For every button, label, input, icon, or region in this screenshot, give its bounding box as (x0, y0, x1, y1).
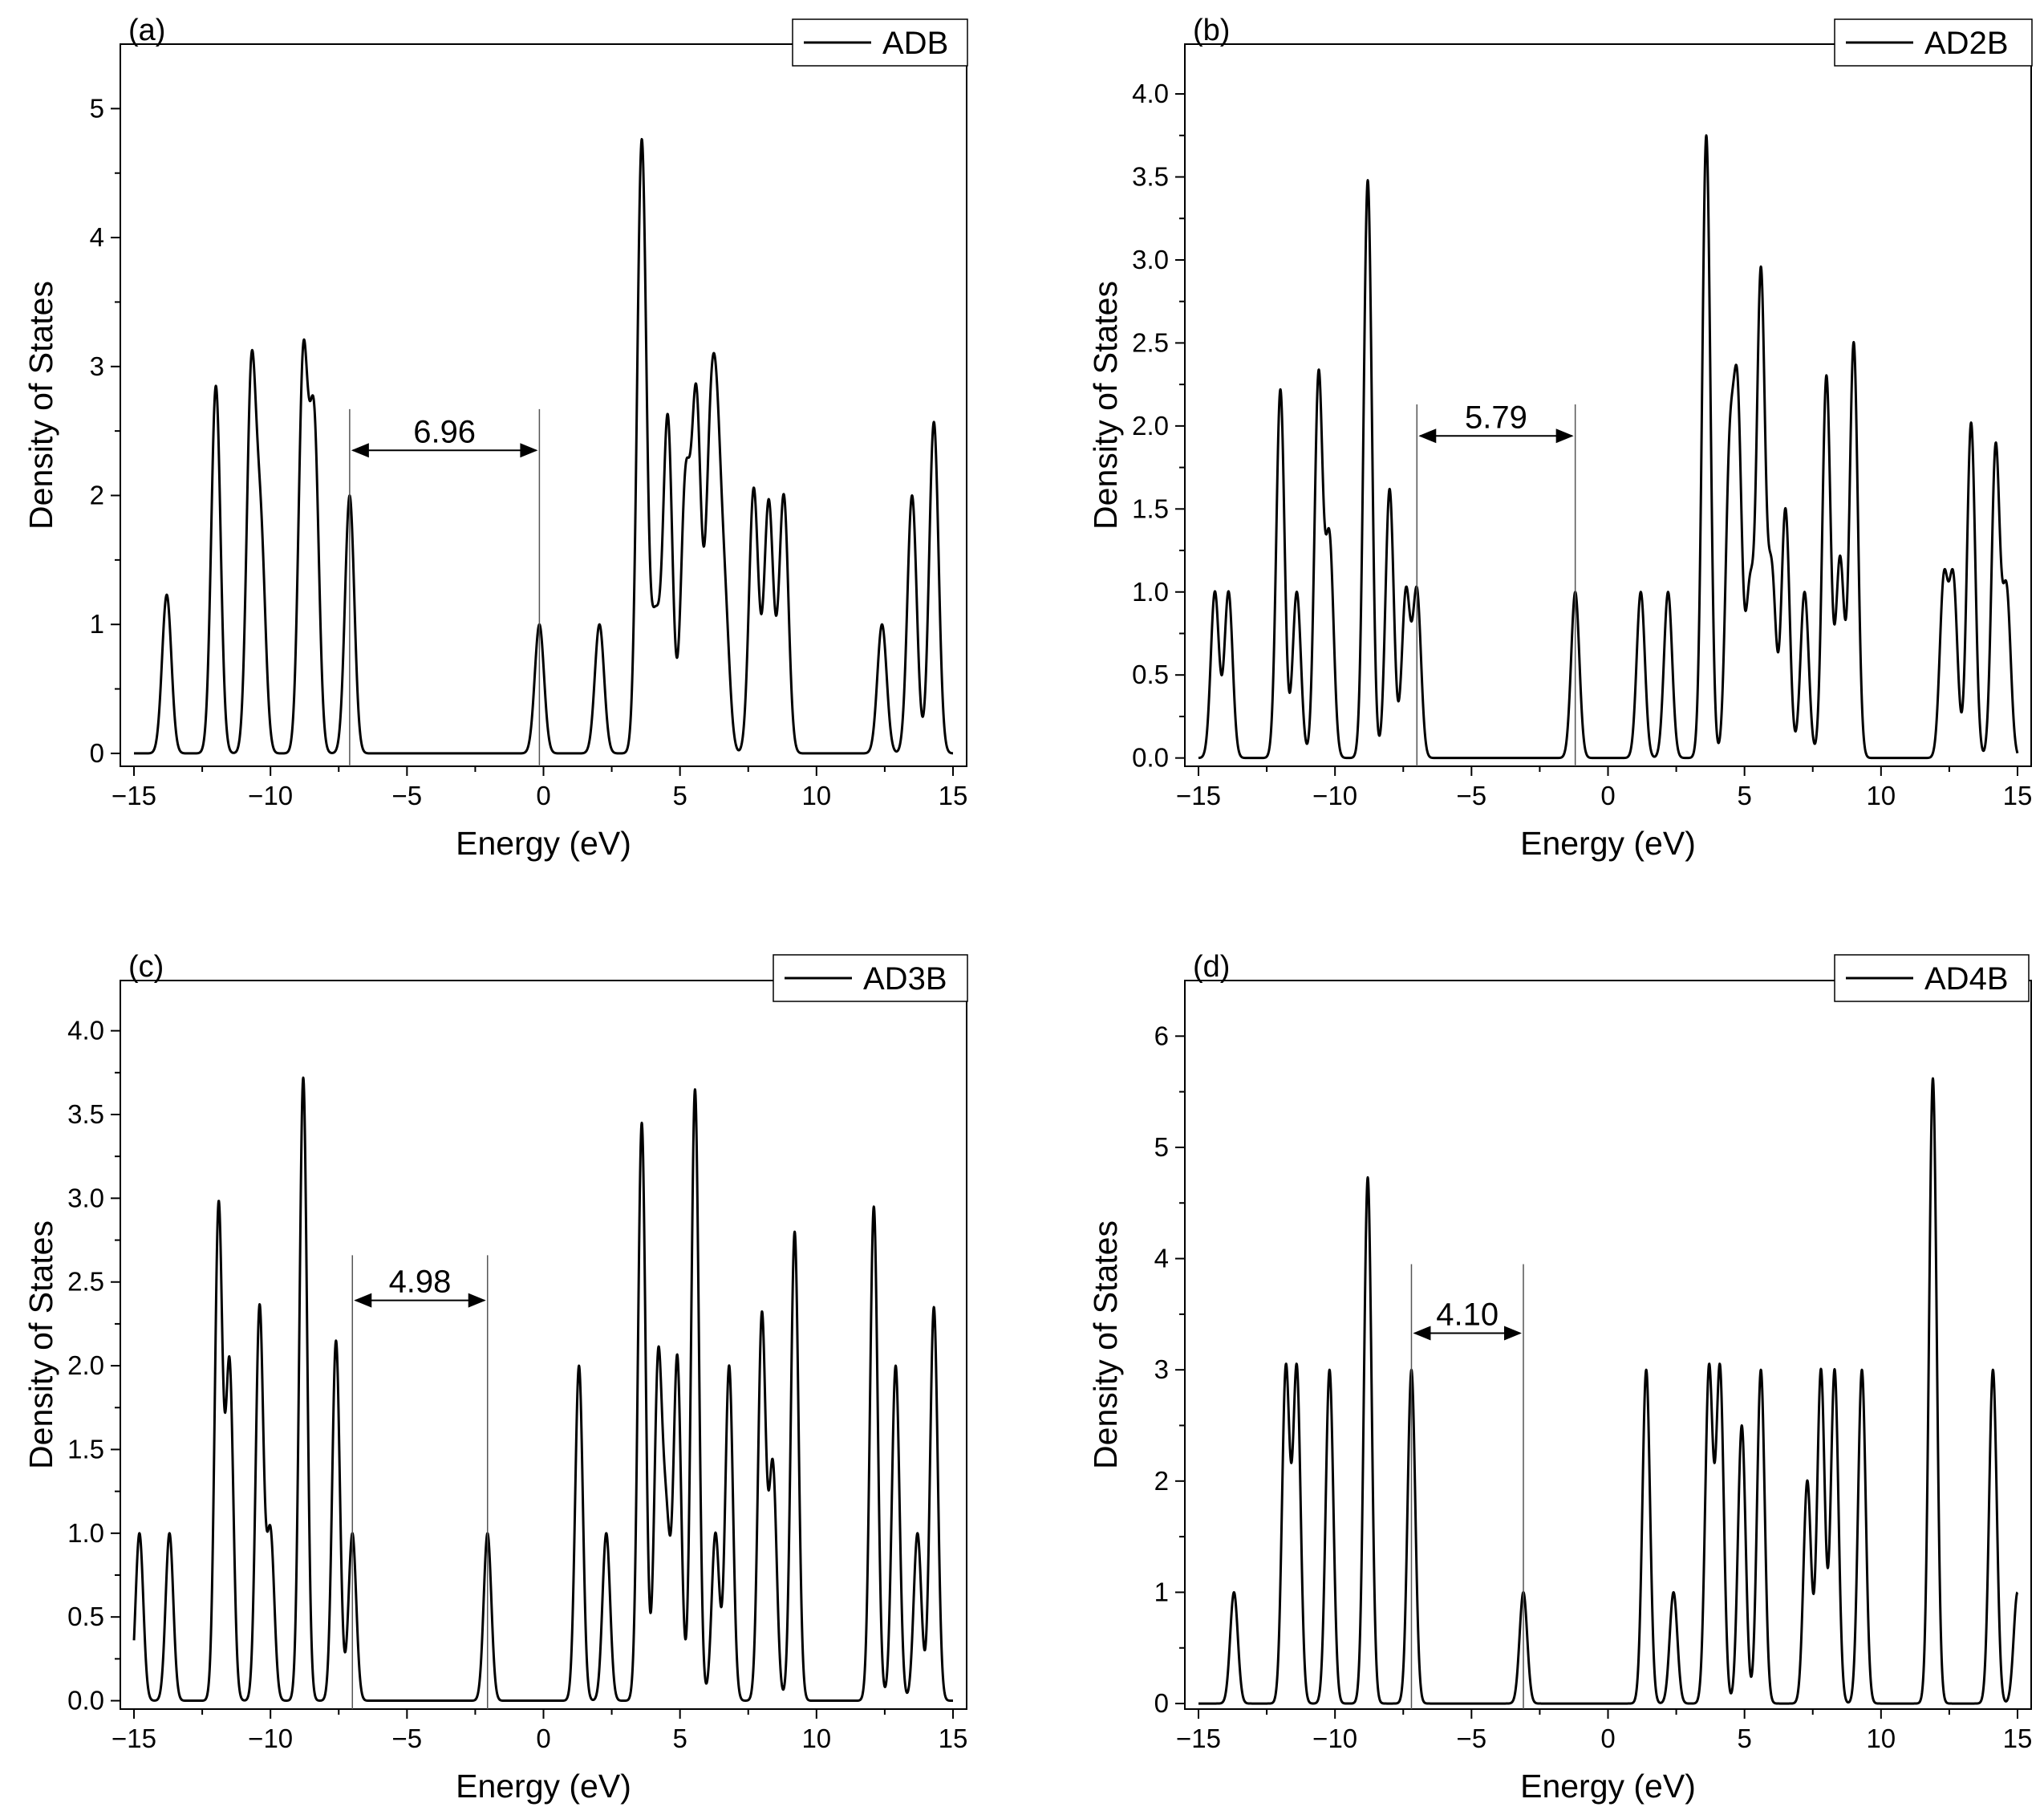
x-tick-label: −5 (1457, 1724, 1487, 1753)
x-axis-label: Energy (eV) (1520, 825, 1696, 862)
y-tick-label: 4.0 (67, 1016, 104, 1046)
y-tick-label: 4 (1154, 1244, 1169, 1273)
y-axis-label: Density of States (22, 1220, 59, 1469)
y-tick-label: 0 (1154, 1688, 1169, 1718)
x-tick-label: 15 (939, 1724, 968, 1753)
gap-arrow-head-right (1555, 428, 1574, 444)
y-tick-label: 3 (90, 351, 104, 381)
x-tick-label: 10 (801, 781, 831, 810)
gap-value-label: 6.96 (413, 414, 476, 449)
x-tick-label: 10 (1866, 1724, 1896, 1753)
gap-arrow-head-left (351, 443, 369, 458)
y-tick-label: 3.0 (67, 1183, 104, 1212)
x-tick-label: −5 (392, 1724, 423, 1753)
x-tick-label: 0 (1600, 781, 1615, 810)
x-tick-label: −15 (112, 1724, 156, 1753)
gap-arrow-head-left (1418, 428, 1437, 444)
gap-arrow-head-left (1413, 1326, 1431, 1341)
y-tick-label: 2 (1154, 1466, 1169, 1496)
y-axis-label: Density of States (22, 281, 59, 530)
dos-curve (132, 1076, 955, 1703)
x-tick-label: −10 (248, 1724, 293, 1753)
y-axis-label: Density of States (1087, 1220, 1124, 1469)
y-tick-label: 4.0 (1132, 79, 1169, 108)
y-tick-label: 6 (1154, 1021, 1169, 1050)
y-tick-label: 3.0 (1132, 245, 1169, 274)
panel-b: −15 −10 −5 0 5 10 15 0.0 0.5 1.0 1.5 2.0 2.5 3.0 3.5 4.… (1087, 14, 2033, 862)
x-tick-label: 0 (536, 781, 550, 810)
plot-frame (120, 980, 967, 1710)
x-tick-label: −10 (1312, 781, 1357, 810)
y-tick-label: 4 (90, 222, 104, 252)
y-tick-label: 0.5 (1132, 660, 1169, 689)
y-tick-label: 1 (1154, 1577, 1169, 1606)
gap-value-label: 4.10 (1436, 1297, 1499, 1332)
gap-arrow-head-right (520, 443, 538, 458)
y-tick-label: 1 (90, 609, 104, 639)
panel-label: (b) (1193, 14, 1230, 47)
x-tick-label: 10 (1866, 781, 1896, 810)
y-tick-label: 0.5 (67, 1602, 104, 1631)
plot-frame (1184, 980, 2032, 1710)
y-tick-label: 0 (90, 738, 104, 768)
gap-arrow-head-right (1504, 1326, 1522, 1341)
y-tick-label: 5 (1154, 1132, 1169, 1162)
x-tick-label: −15 (112, 781, 156, 810)
y-tick-label: 2.5 (1132, 327, 1169, 357)
panel-d: −15 −10 −5 0 5 10 15 0 1 2 3 4 5 6 Energy (eV) Density … (1087, 950, 2032, 1805)
x-axis-label: Energy (eV) (1520, 1768, 1696, 1805)
y-tick-label: 3 (1154, 1354, 1169, 1384)
dos-curve (1197, 134, 2019, 760)
y-tick-label: 2.5 (67, 1267, 104, 1297)
x-axis-label: Energy (eV) (456, 1768, 631, 1805)
x-tick-label: −10 (1312, 1724, 1357, 1753)
legend-label: ADB (882, 26, 948, 61)
y-tick-label: 1.5 (1132, 493, 1169, 523)
panel-label: (a) (128, 14, 165, 47)
x-tick-label: −5 (1457, 781, 1487, 810)
y-tick-label: 2 (90, 481, 104, 510)
x-tick-label: 15 (2003, 781, 2033, 810)
x-tick-label: −10 (248, 781, 293, 810)
x-tick-label: 15 (2003, 1724, 2033, 1753)
y-tick-label: 2.0 (67, 1350, 104, 1380)
y-axis-label: Density of States (1087, 281, 1124, 530)
gap-value-label: 4.98 (389, 1265, 452, 1300)
y-tick-label: 5 (90, 93, 104, 123)
y-tick-label: 0.0 (1132, 743, 1169, 773)
gap-arrow-head-left (354, 1293, 372, 1308)
x-tick-label: 5 (1737, 781, 1751, 810)
legend-label: AD2B (1924, 26, 2009, 61)
panel-label: (d) (1193, 950, 1230, 984)
y-tick-label: 3.5 (67, 1099, 104, 1129)
x-tick-label: 10 (801, 1724, 831, 1753)
x-tick-label: 0 (536, 1724, 550, 1753)
y-tick-label: 0.0 (67, 1686, 104, 1716)
y-tick-label: 1.0 (67, 1518, 104, 1548)
y-tick-label: 3.5 (1132, 162, 1169, 192)
x-tick-label: 5 (672, 1724, 687, 1753)
y-tick-label: 1.0 (1132, 577, 1169, 607)
legend-label: AD3B (863, 961, 947, 997)
x-axis-label: Energy (eV) (456, 825, 631, 862)
panel-label: (c) (128, 950, 164, 984)
x-tick-label: 5 (672, 781, 687, 810)
gap-arrow-head-right (468, 1293, 486, 1308)
x-tick-label: −15 (1176, 1724, 1221, 1753)
dos-curve (1197, 1077, 2019, 1705)
y-tick-label: 2.0 (1132, 411, 1169, 441)
x-tick-label: −15 (1176, 781, 1221, 810)
x-tick-label: 15 (939, 781, 968, 810)
panel-c: −15 −10 −5 0 5 10 15 0.0 0.5 1.0 1.5 2.0 2.5 3.0 3.5 4.… (22, 950, 968, 1805)
x-tick-label: 5 (1737, 1724, 1751, 1753)
dos-curve (132, 137, 955, 755)
x-tick-label: −5 (392, 781, 423, 810)
gap-value-label: 5.79 (1465, 400, 1527, 435)
y-tick-label: 1.5 (67, 1434, 104, 1464)
panel-a: −15 −10 −5 0 5 10 15 0 1 2 3 4 5 Energy (eV) Density o… (22, 14, 968, 862)
x-tick-label: 0 (1600, 1724, 1615, 1753)
legend-label: AD4B (1924, 961, 2009, 997)
